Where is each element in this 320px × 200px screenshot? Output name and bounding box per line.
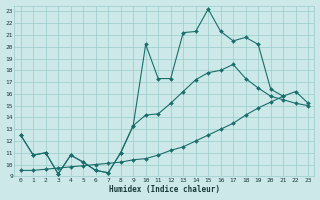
X-axis label: Humidex (Indice chaleur): Humidex (Indice chaleur) — [109, 185, 220, 194]
